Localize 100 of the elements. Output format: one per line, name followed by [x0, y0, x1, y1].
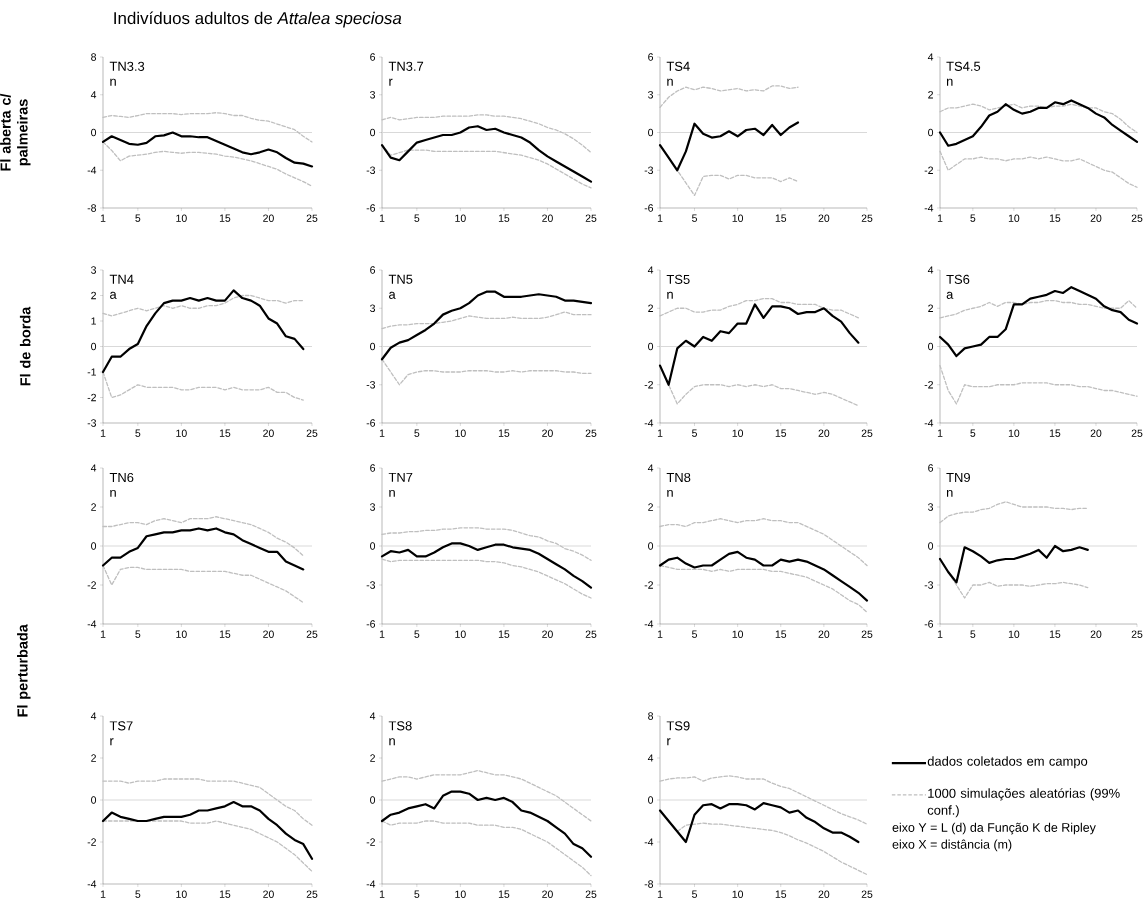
y-tick-label: -3 [87, 419, 97, 427]
x-tick-label: 5 [970, 214, 976, 222]
x-tick-label: 10 [1008, 429, 1020, 437]
y-tick-label: 3 [370, 503, 376, 511]
y-tick-label: 4 [90, 91, 97, 99]
y-tick-label: 6 [370, 53, 376, 61]
annotation: r [110, 738, 114, 746]
x-tick-label: 15 [1049, 630, 1061, 638]
x-tick-label: 1 [100, 429, 106, 437]
x-tick-label: 25 [585, 890, 597, 898]
y-tick-label: -2 [644, 381, 653, 389]
x-tick-label: 5 [135, 214, 141, 222]
x-tick-label: 1 [379, 890, 385, 898]
y-tick-label: 0 [648, 542, 654, 550]
y-tick-label: 0 [648, 796, 654, 804]
annotation: r [667, 738, 671, 746]
annotation: TS4 [666, 61, 690, 71]
line-series [938, 544, 1089, 584]
x-tick-label: 1 [657, 429, 663, 437]
annotation: TS6 [946, 274, 970, 284]
x-tick-label: 1 [657, 630, 663, 638]
x-tick-label: 5 [692, 214, 697, 222]
annotation: n [667, 291, 673, 299]
x-tick-label: 1 [379, 429, 385, 437]
annotation: n [389, 738, 395, 746]
y-tick-label: 4 [647, 266, 654, 274]
x-tick-label: 10 [176, 630, 187, 638]
x-tick-label: 25 [585, 429, 597, 437]
y-tick-label: 4 [90, 464, 97, 472]
x-tick-label: 25 [306, 890, 318, 898]
line-series [101, 527, 305, 571]
y-tick-label: 4 [647, 464, 654, 472]
x-tick-label: 10 [176, 214, 187, 222]
y-tick-label: 3 [91, 266, 97, 274]
annotation: TN5 [388, 274, 413, 284]
x-tick-label: 15 [1049, 214, 1061, 222]
x-tick-label: 10 [455, 890, 466, 898]
x-tick-label: 10 [732, 630, 744, 638]
x-tick-label: 5 [692, 429, 697, 437]
x-tick-label: 1 [657, 214, 663, 222]
x-tick-label: 10 [455, 630, 466, 638]
x-tick-label: 15 [219, 630, 231, 638]
x-tick-label: 25 [1131, 429, 1143, 437]
annotation: TS4.5 [946, 61, 981, 71]
y-tick-label: 0 [370, 796, 376, 804]
y-tick-label: -4 [644, 620, 654, 628]
y-tick-label: -6 [644, 204, 654, 212]
x-tick-label: 5 [970, 429, 976, 437]
line-series [938, 99, 1139, 147]
x-tick-label: 25 [1131, 630, 1143, 638]
x-tick-label: 15 [498, 890, 510, 898]
x-tick-label: 15 [219, 890, 231, 898]
annotation: a [946, 291, 954, 299]
y-tick-label: 2 [91, 503, 96, 511]
y-tick-label: -3 [366, 166, 376, 174]
y-tick-label: -4 [924, 204, 934, 212]
x-tick-label: 1 [100, 214, 106, 222]
line-series [658, 550, 869, 602]
annotation: TN9 [946, 472, 970, 483]
x-tick-label: 20 [818, 214, 830, 222]
x-tick-label: 1 [937, 214, 943, 222]
x-tick-label: 10 [455, 214, 466, 222]
y-tick-label: 8 [91, 53, 97, 61]
x-tick-label: 20 [1090, 429, 1102, 437]
y-tick-label: -6 [366, 419, 376, 427]
x-tick-label: 5 [414, 630, 420, 638]
y-tick-label: 3 [370, 91, 376, 99]
annotation: TN4 [109, 274, 134, 284]
y-tick-label: -2 [924, 381, 933, 389]
x-tick-label: 15 [219, 429, 231, 437]
y-tick-label: 2 [928, 304, 933, 312]
x-tick-label: 20 [542, 890, 553, 898]
y-tick-label: 6 [648, 53, 654, 61]
annotation: r [389, 78, 393, 86]
x-tick-label: 25 [585, 214, 597, 222]
y-axis-title: Fl perturbada [17, 624, 31, 717]
x-tick-label: 1 [937, 630, 943, 638]
x-tick-label: 25 [861, 890, 873, 898]
x-tick-label: 10 [732, 214, 744, 222]
y-tick-label: -6 [366, 620, 376, 628]
annotation: n [110, 489, 116, 497]
x-tick-label: 25 [861, 630, 873, 638]
text: eixo Y = L (d) da Função K de Ripley [892, 822, 1096, 835]
line-series [101, 131, 314, 168]
x-tick-label: 20 [1090, 214, 1102, 222]
y-tick-label: -2 [87, 838, 96, 846]
x-tick-label: 20 [263, 429, 274, 437]
y-tick-label: -4 [87, 620, 97, 628]
y-tick-label: -3 [366, 581, 376, 589]
x-tick-label: 1 [379, 630, 385, 638]
line-series [658, 303, 860, 386]
x-tick-label: 20 [542, 214, 553, 222]
y-tick-label: 1 [91, 317, 96, 325]
x-tick-label: 1 [937, 429, 943, 437]
annotation: TN3.3 [109, 61, 145, 71]
x-tick-label: 20 [542, 429, 553, 437]
y-tick-label: 6 [928, 464, 934, 472]
x-tick-label: 1 [657, 890, 663, 898]
x-tick-label: 5 [135, 890, 141, 898]
y-tick-label: 4 [90, 712, 97, 720]
